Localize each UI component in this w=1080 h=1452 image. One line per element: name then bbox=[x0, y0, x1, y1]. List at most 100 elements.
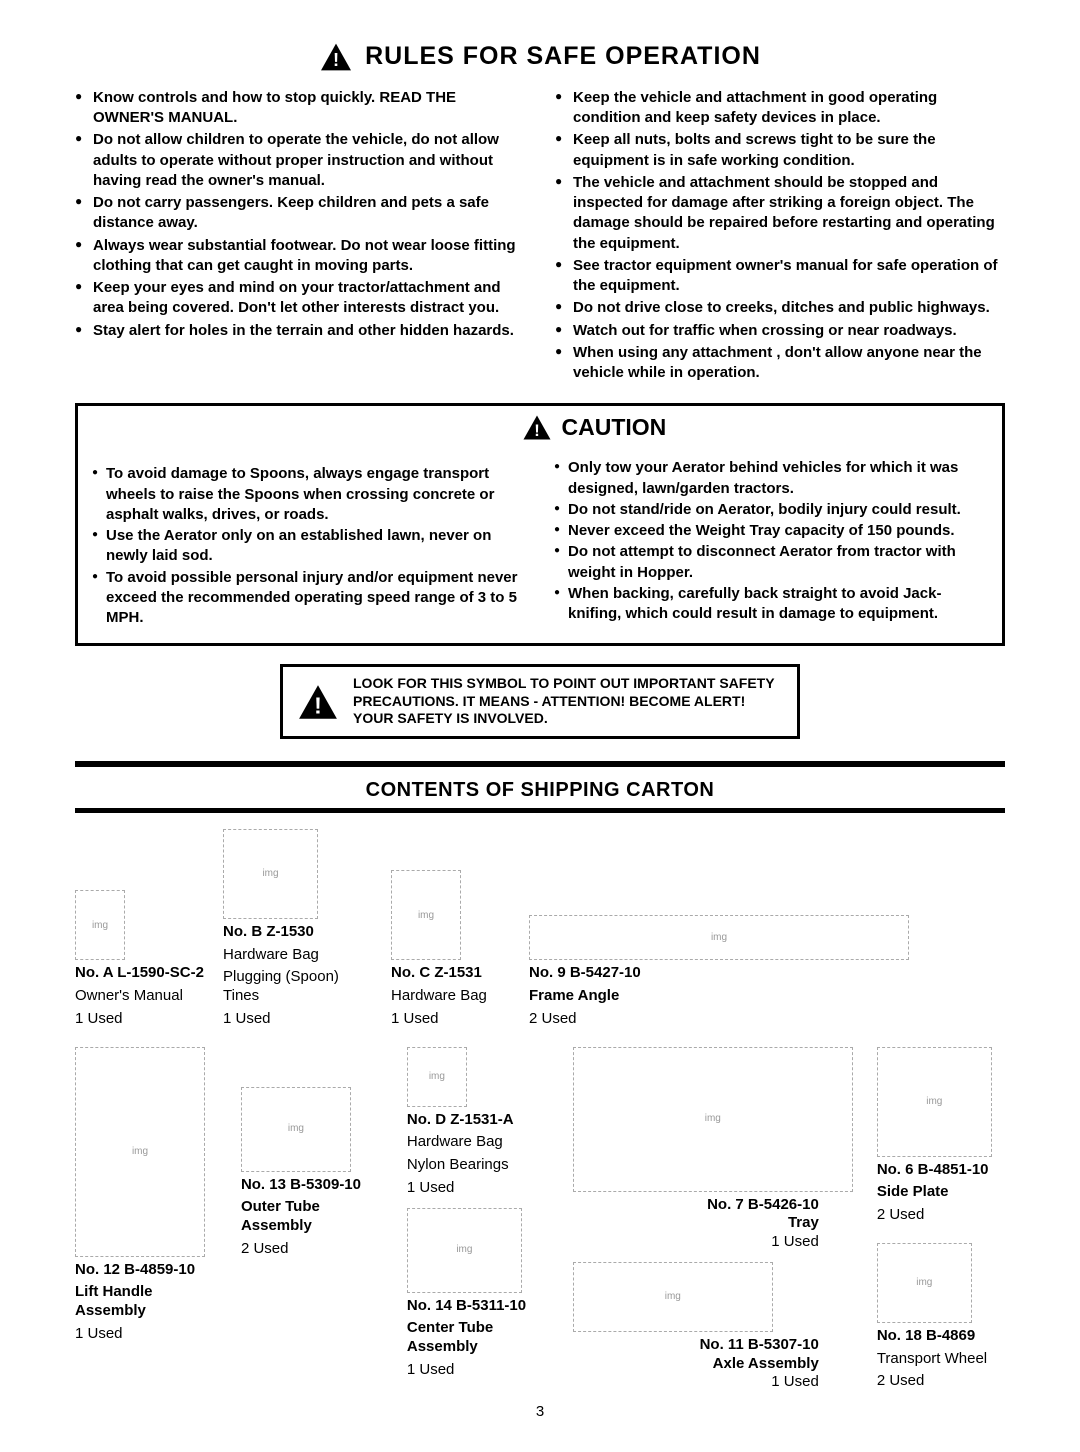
part-name: Hardware Bag bbox=[391, 987, 511, 1006]
rule-item: Stay alert for holes in the terrain and … bbox=[75, 321, 525, 341]
caution-left-list: To avoid damage to Spoons, always engage… bbox=[92, 464, 526, 628]
page-header: ! RULES FOR SAFE OPERATION bbox=[75, 40, 1005, 74]
part-image: img bbox=[223, 829, 318, 919]
part-qty: 1 Used bbox=[573, 1373, 819, 1392]
part-name: Outer Tube Assembly bbox=[241, 1198, 389, 1236]
part-number: No. 12 B-4859-10 bbox=[75, 1261, 223, 1280]
part-image: img bbox=[241, 1087, 351, 1172]
part-11: img No. 11 B-5307-10 Axle Assembly 1 Use… bbox=[573, 1262, 859, 1392]
divider bbox=[75, 761, 1005, 767]
part-b: img No. B Z-1530 Hardware Bag Plugging (… bbox=[223, 829, 373, 1029]
part-image: img bbox=[407, 1208, 522, 1293]
part-number: No. D Z-1531-A bbox=[407, 1111, 555, 1130]
caution-title: CAUTION bbox=[562, 412, 667, 443]
part-name: Hardware Bag bbox=[407, 1133, 555, 1152]
part-name: Hardware Bag bbox=[223, 946, 373, 965]
part-image: img bbox=[75, 1047, 205, 1257]
part-qty: 2 Used bbox=[529, 1010, 929, 1029]
svg-text:!: ! bbox=[314, 692, 322, 718]
rule-item: Watch out for traffic when crossing or n… bbox=[555, 321, 1005, 341]
safety-note-text: LOOK FOR THIS SYMBOL TO POINT OUT IMPORT… bbox=[353, 675, 783, 728]
part-image: img bbox=[407, 1047, 467, 1107]
contents-title: CONTENTS OF SHIPPING CARTON bbox=[75, 777, 1005, 804]
part-name: Center Tube Assembly bbox=[407, 1319, 555, 1357]
caution-item: Never exceed the Weight Tray capacity of… bbox=[554, 521, 988, 541]
part-name: Frame Angle bbox=[529, 987, 929, 1006]
rule-item: Keep your eyes and mind on your tractor/… bbox=[75, 278, 525, 319]
part-number: No. A L-1590-SC-2 bbox=[75, 964, 205, 983]
page-number: 3 bbox=[75, 1402, 1005, 1422]
rule-item: Do not allow children to operate the veh… bbox=[75, 130, 525, 191]
safety-note-box: ! LOOK FOR THIS SYMBOL TO POINT OUT IMPO… bbox=[280, 664, 800, 739]
part-number: No. 14 B-5311-10 bbox=[407, 1297, 555, 1316]
part-image: img bbox=[75, 890, 125, 960]
part-number: No. 9 B-5427-10 bbox=[529, 964, 929, 983]
caution-item: Only tow your Aerator behind vehicles fo… bbox=[554, 458, 988, 499]
part-18: img No. 18 B-4869 Transport Wheel 2 Used bbox=[877, 1243, 1005, 1391]
part-name: Axle Assembly bbox=[573, 1355, 819, 1374]
part-image: img bbox=[529, 915, 909, 960]
rule-item: Always wear substantial footwear. Do not… bbox=[75, 236, 525, 277]
part-6: img No. 6 B-4851-10 Side Plate 2 Used bbox=[877, 1047, 1005, 1225]
rule-item: Keep all nuts, bolts and screws tight to… bbox=[555, 130, 1005, 171]
part-number: No. 7 B-5426-10 bbox=[573, 1196, 819, 1215]
warning-icon: ! bbox=[297, 683, 339, 721]
part-name: Tray bbox=[573, 1214, 819, 1233]
rule-item: See tractor equipment owner's manual for… bbox=[555, 256, 1005, 297]
caution-item: When backing, carefully back straight to… bbox=[554, 584, 988, 625]
part-image: img bbox=[877, 1243, 972, 1323]
part-14: img No. 14 B-5311-10 Center Tube Assembl… bbox=[407, 1208, 555, 1380]
rule-item: When using any attachment , don't allow … bbox=[555, 343, 1005, 384]
caution-item: Do not attempt to disconnect Aerator fro… bbox=[554, 542, 988, 583]
warning-icon: ! bbox=[319, 42, 353, 72]
part-qty: 1 Used bbox=[75, 1010, 205, 1029]
part-qty: 1 Used bbox=[573, 1233, 819, 1252]
caution-item: To avoid possible personal injury and/or… bbox=[92, 568, 526, 629]
part-9: img No. 9 B-5427-10 Frame Angle 2 Used bbox=[529, 915, 929, 1028]
caution-right-list: Only tow your Aerator behind vehicles fo… bbox=[554, 458, 988, 624]
caution-item: Use the Aerator only on an established l… bbox=[92, 526, 526, 567]
rules-left-list: Know controls and how to stop quickly. R… bbox=[75, 88, 525, 341]
part-a: img No. A L-1590-SC-2 Owner's Manual 1 U… bbox=[75, 890, 205, 1028]
part-qty: 1 Used bbox=[391, 1010, 511, 1029]
part-qty: 1 Used bbox=[223, 1010, 373, 1029]
part-12: img No. 12 B-4859-10 Lift Handle Assembl… bbox=[75, 1047, 223, 1344]
part-name: Side Plate bbox=[877, 1183, 1005, 1202]
part-qty: 2 Used bbox=[877, 1372, 1005, 1391]
part-number: No. 6 B-4851-10 bbox=[877, 1161, 1005, 1180]
divider bbox=[75, 808, 1005, 813]
part-name: Lift Handle Assembly bbox=[75, 1283, 223, 1321]
caution-box: ! CAUTION To avoid damage to Spoons, alw… bbox=[75, 403, 1005, 646]
rule-item: The vehicle and attachment should be sto… bbox=[555, 173, 1005, 254]
part-image: img bbox=[573, 1262, 773, 1332]
part-c: img No. C Z-1531 Hardware Bag 1 Used bbox=[391, 870, 511, 1028]
part-13: img No. 13 B-5309-10 Outer Tube Assembly… bbox=[241, 1087, 389, 1259]
warning-icon: ! bbox=[522, 414, 552, 441]
part-qty: 1 Used bbox=[75, 1325, 223, 1344]
rules-right-list: Keep the vehicle and attachment in good … bbox=[555, 88, 1005, 384]
parts-grid: img No. A L-1590-SC-2 Owner's Manual 1 U… bbox=[75, 829, 1005, 1392]
caution-item: To avoid damage to Spoons, always engage… bbox=[92, 464, 526, 525]
part-number: No. B Z-1530 bbox=[223, 923, 373, 942]
part-number: No. 18 B-4869 bbox=[877, 1327, 1005, 1346]
part-qty: 1 Used bbox=[407, 1361, 555, 1380]
part-number: No. 11 B-5307-10 bbox=[573, 1336, 819, 1355]
part-name: Nylon Bearings bbox=[407, 1156, 555, 1175]
part-name: Plugging (Spoon) Tines bbox=[223, 968, 373, 1006]
rule-item: Know controls and how to stop quickly. R… bbox=[75, 88, 525, 129]
svg-text:!: ! bbox=[534, 422, 540, 440]
svg-text:!: ! bbox=[333, 49, 339, 70]
part-qty: 2 Used bbox=[241, 1240, 389, 1259]
part-qty: 2 Used bbox=[877, 1206, 1005, 1225]
part-7: img No. 7 B-5426-10 Tray 1 Used bbox=[573, 1047, 859, 1252]
part-name: Transport Wheel bbox=[877, 1350, 1005, 1369]
part-image: img bbox=[391, 870, 461, 960]
rules-columns: Know controls and how to stop quickly. R… bbox=[75, 88, 1005, 386]
part-qty: 1 Used bbox=[407, 1179, 555, 1198]
part-name: Owner's Manual bbox=[75, 987, 205, 1006]
part-image: img bbox=[573, 1047, 853, 1192]
rule-item: Do not carry passengers. Keep children a… bbox=[75, 193, 525, 234]
caution-item: Do not stand/ride on Aerator, bodily inj… bbox=[554, 500, 988, 520]
page-title: RULES FOR SAFE OPERATION bbox=[365, 40, 761, 74]
part-number: No. 13 B-5309-10 bbox=[241, 1176, 389, 1195]
